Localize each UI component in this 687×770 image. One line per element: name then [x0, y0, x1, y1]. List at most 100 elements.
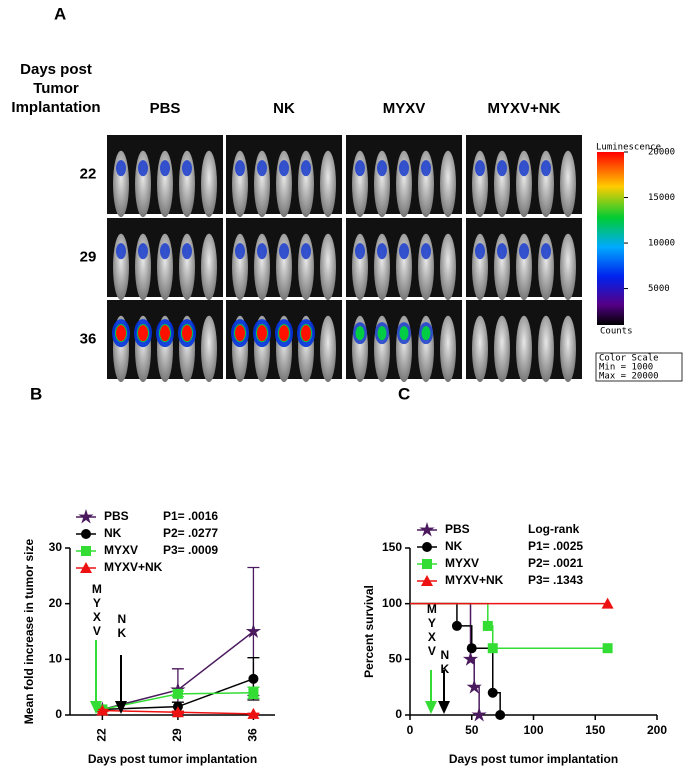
legend-label: NK	[445, 539, 463, 553]
signal	[116, 160, 126, 177]
signal	[182, 325, 192, 342]
signal	[301, 160, 311, 177]
marker	[601, 597, 614, 609]
marker	[247, 707, 260, 719]
panel-label: A	[54, 4, 66, 23]
stat-text: P3= .1343	[528, 573, 583, 587]
signal	[355, 160, 365, 177]
column-label: PBS	[150, 100, 181, 117]
column-label: MYXV+NK	[488, 100, 561, 117]
y-tick-label: 0	[55, 707, 62, 721]
annotation: NK	[115, 612, 129, 640]
colorbar	[597, 152, 624, 325]
signal	[116, 325, 126, 342]
signal	[257, 160, 267, 177]
stat-text: P3= .0009	[163, 543, 218, 557]
mouse	[538, 315, 554, 383]
mouse	[494, 315, 510, 383]
scale-text: Min = 1000	[599, 363, 653, 373]
step-segment	[492, 691, 501, 715]
step-segment	[474, 686, 480, 715]
signal	[138, 160, 148, 177]
marker	[248, 673, 259, 684]
y-axis-label: Mean fold increase in tumor size	[22, 538, 36, 724]
y-tick-label: 10	[49, 652, 63, 666]
marker	[248, 687, 259, 698]
signal	[301, 243, 311, 260]
legend-label: PBS	[104, 509, 129, 523]
mouse	[516, 315, 532, 383]
legend-marker	[81, 546, 91, 556]
signal	[235, 160, 245, 177]
mouse	[440, 150, 456, 218]
arrow-head	[115, 701, 127, 714]
mouse	[320, 150, 336, 218]
signal	[257, 243, 267, 260]
row-header: Tumor	[33, 80, 79, 97]
annotation: MYXV	[425, 602, 439, 658]
x-axis-label: Days post tumor implantation	[449, 752, 618, 766]
scale-text: Max = 20000	[599, 372, 659, 382]
x-tick-label: 200	[647, 723, 667, 737]
x-tick-label: 50	[465, 723, 479, 737]
imaging-grid	[107, 135, 582, 383]
y-tick-label: 20	[49, 596, 63, 610]
y-tick-label: 100	[382, 596, 402, 610]
step-segment	[456, 625, 473, 649]
row-label: 36	[80, 330, 97, 347]
mouse	[320, 233, 336, 301]
step-segment	[487, 625, 494, 649]
arrow-head	[438, 701, 450, 714]
column-label: NK	[273, 100, 295, 117]
panel-label: B	[30, 384, 42, 403]
signal	[355, 243, 365, 260]
mouse	[201, 315, 217, 383]
marker	[495, 710, 506, 720]
signal	[182, 160, 192, 177]
legend-marker	[81, 529, 91, 539]
marker	[602, 643, 613, 654]
x-tick-label: 0	[407, 723, 414, 737]
signal	[235, 243, 245, 260]
signal	[138, 243, 148, 260]
mouse	[560, 233, 576, 301]
mouse	[560, 150, 576, 218]
row-label: 29	[80, 248, 97, 265]
signal	[301, 325, 311, 342]
y-tick-label: 50	[389, 652, 403, 666]
marker	[96, 704, 109, 716]
signal	[279, 160, 289, 177]
y-axis-label: Percent survival	[362, 585, 376, 678]
x-tick-label: 36	[246, 728, 260, 742]
mouse	[440, 233, 456, 301]
row-label: 22	[80, 165, 97, 182]
signal	[541, 243, 551, 260]
annotation: NK	[438, 648, 452, 676]
signal	[355, 326, 365, 341]
annotation: MYXV	[90, 582, 104, 638]
signal	[377, 243, 387, 260]
signal	[235, 325, 245, 342]
signal	[160, 325, 170, 342]
x-axis-label: Days post tumor implantation	[88, 752, 257, 766]
signal	[160, 160, 170, 177]
signal	[421, 243, 431, 260]
column-label: MYXV	[383, 100, 426, 117]
legend-marker	[422, 559, 432, 569]
marker	[466, 679, 482, 694]
legend-label: MYXV	[445, 556, 479, 570]
step-segment	[410, 602, 489, 626]
signal	[541, 160, 551, 177]
legend-marker	[419, 522, 435, 537]
mouse	[560, 315, 576, 383]
x-tick-label: 100	[523, 723, 543, 737]
legend-marker	[78, 509, 94, 524]
legend-label: MYXV+NK	[445, 573, 504, 587]
panel-label: C	[398, 384, 410, 403]
signal	[421, 160, 431, 177]
stat-text: P1= .0025	[528, 539, 583, 553]
legend-label: NK	[104, 526, 122, 540]
signal	[257, 325, 267, 342]
signal	[377, 326, 387, 341]
